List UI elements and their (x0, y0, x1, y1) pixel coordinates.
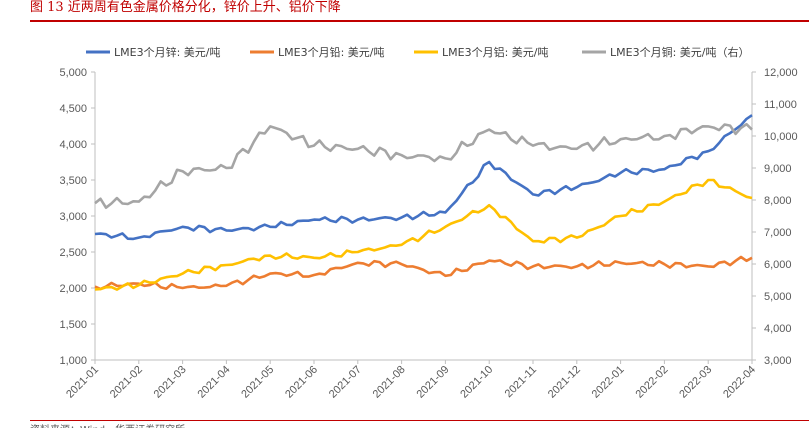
x-tick-label: 2022-04 (721, 364, 758, 401)
x-tick-label: 2021-04 (195, 364, 232, 401)
legend-label: LME3个月铅: 美元/吨 (278, 45, 384, 59)
legend-label: LME3个月铝: 美元/吨 (442, 45, 548, 59)
left-tick-label: 3,500 (59, 175, 87, 187)
left-tick-label: 3,000 (59, 211, 87, 223)
footer-rule (30, 420, 809, 421)
x-tick-label: 2021-12 (546, 364, 583, 401)
left-tick-label: 2,500 (59, 247, 87, 259)
x-tick-label: 2021-05 (239, 364, 276, 401)
right-tick-label: 5,000 (764, 291, 792, 303)
x-tick-label: 2021-09 (414, 364, 451, 401)
legend: LME3个月锌: 美元/吨 LME3个月铅: 美元/吨 LME3个月铝: 美元/吨 L… (86, 45, 749, 59)
series-line (94, 255, 753, 291)
x-tick-label: 2021-07 (327, 364, 364, 401)
series-line (94, 114, 753, 241)
caption-rule (30, 20, 809, 22)
legend-label: LME3个月锌: 美元/吨 (114, 45, 220, 59)
right-tick-label: 4,000 (764, 323, 792, 335)
left-tick-label: 1,000 (59, 355, 87, 367)
right-tick-label: 3,000 (764, 355, 792, 367)
source-note: 资料来源：Wind，华西证券研究所 (30, 421, 185, 428)
x-tick-label: 2022-01 (590, 364, 627, 401)
x-tick-label: 2021-02 (108, 364, 145, 401)
axes: 1,000 1,500 2,000 2,500 3,000 3,500 4,000 4,500… (59, 67, 797, 401)
right-tick-label: 6,000 (764, 259, 792, 271)
series-line (94, 122, 753, 209)
x-tick-label: 2021-10 (458, 364, 495, 401)
x-tick-label: 2022-02 (633, 364, 670, 401)
right-tick-label: 9,000 (764, 163, 792, 175)
x-tick-label: 2022-03 (677, 364, 714, 401)
x-tick-label: 2021-08 (371, 364, 408, 401)
legend-label: LME3个月铜: 美元/吨（右） (610, 45, 749, 59)
left-tick-label: 4,000 (59, 139, 87, 151)
series-lines (94, 114, 753, 291)
left-tick-label: 5,000 (59, 67, 87, 79)
right-tick-label: 10,000 (764, 131, 798, 143)
left-tick-label: 2,000 (59, 283, 87, 295)
series-line (94, 178, 753, 291)
right-tick-label: 7,000 (764, 227, 792, 239)
x-tick-label: 2021-01 (64, 364, 101, 401)
right-tick-label: 12,000 (764, 67, 798, 79)
x-tick-label: 2021-11 (503, 364, 539, 400)
x-tick-label: 2021-03 (152, 364, 189, 401)
figure-caption: 图 13 近两周有色金属价格分化，锌价上升、铝价下降 (30, 0, 341, 15)
right-tick-label: 11,000 (764, 99, 797, 111)
right-tick-label: 8,000 (764, 195, 792, 207)
left-tick-label: 4,500 (59, 103, 87, 115)
left-tick-label: 1,500 (59, 319, 87, 331)
x-tick-label: 2021-06 (283, 364, 320, 401)
